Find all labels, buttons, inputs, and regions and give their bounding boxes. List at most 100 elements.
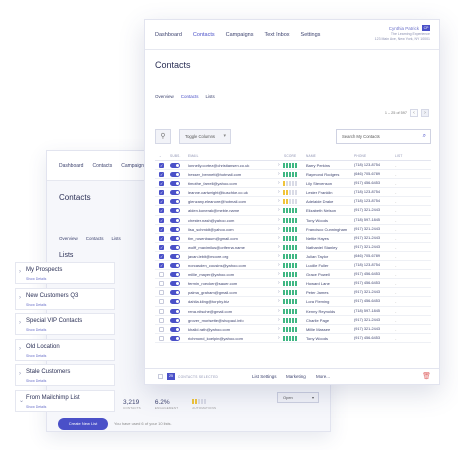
nav-link-dashboard[interactable]: Dashboard [59, 162, 84, 169]
contact-email[interactable]: norcasden_cousins@yahoo.com [188, 263, 247, 269]
contact-email[interactable]: millie_mayer@yahoo.com [188, 272, 235, 278]
subscription-toggle[interactable] [170, 308, 180, 314]
table-row[interactable]: khalid.rath@yahoo.com › Millie Massee (917)… [155, 325, 431, 334]
chevron-right-icon[interactable]: › [278, 334, 280, 341]
chevron-right-icon[interactable]: › [278, 162, 280, 168]
table-row[interactable]: ✓ hesser_bennett@hotmail.com › Raymond Rodg… [155, 170, 431, 180]
row-checkbox[interactable] [159, 272, 164, 278]
contact-email[interactable]: khalid.rath@yahoo.com [188, 326, 231, 332]
row-checkbox[interactable] [159, 290, 164, 296]
subscription-toggle[interactable] [170, 263, 180, 269]
tab-lists[interactable]: Lists [111, 236, 121, 241]
row-checkbox[interactable]: ✓ [159, 226, 164, 232]
subscription-toggle[interactable] [170, 253, 180, 259]
contact-email[interactable]: chester.nash@yahoo.com [188, 217, 235, 223]
show-details-link[interactable]: Show Details [26, 303, 47, 307]
show-details-link[interactable]: Show Details [26, 379, 47, 383]
table-row[interactable]: ✓ leanne.cartwright@kuschke.co.uk › Lester … [155, 188, 431, 198]
contact-email[interactable]: fermin_roecker@sauer.com [188, 281, 238, 287]
show-details-link[interactable]: Show Details [26, 277, 47, 281]
table-row[interactable]: palma_graham@gmail.com › Peter James (917) … [155, 288, 431, 298]
tab-lists[interactable]: Lists [205, 94, 215, 99]
list-card[interactable]: › Special VIP Contacts Show Details [15, 313, 115, 335]
nav-link-contacts[interactable]: Contacts [192, 31, 215, 38]
row-checkbox[interactable]: ✓ [159, 217, 164, 223]
list-settings-button[interactable]: List Settings [252, 374, 277, 379]
subscription-toggle[interactable] [170, 217, 180, 223]
subscription-toggle[interactable] [170, 208, 180, 214]
list-card[interactable]: ⌄ From Mailchimp List Show Details [15, 390, 115, 412]
user-account[interactable]: Cynthia Patrick CP The Learning Experien… [375, 25, 430, 41]
chevron-right-icon[interactable]: › [278, 189, 280, 196]
show-details-link[interactable]: Show Details [26, 354, 47, 358]
add-contact-button[interactable]: ⚲ [155, 129, 171, 144]
subscription-toggle[interactable] [170, 335, 180, 341]
row-checkbox[interactable] [159, 308, 164, 314]
table-row[interactable]: rena.nitsche@gmail.com › Kenny Reynolds (71… [155, 307, 431, 316]
column-header-phone[interactable]: PHONE [354, 154, 367, 158]
table-row[interactable]: ✓ javan.lebit@moore.org › Julian Taylor (646… [155, 252, 431, 262]
list-card[interactable]: › Old Location Show Details [15, 339, 115, 361]
list-card[interactable]: › My Prospects Show Details [15, 262, 115, 284]
subscription-toggle[interactable] [170, 326, 180, 332]
contact-email[interactable]: lisa_schmidt@yahoo.com [188, 226, 234, 232]
row-checkbox[interactable] [159, 335, 164, 341]
contact-email[interactable]: timothe_farrell@yahoo.com [188, 181, 237, 187]
subscription-toggle[interactable] [170, 317, 180, 323]
chevron-right-icon[interactable]: › [278, 207, 280, 214]
chevron-right-icon[interactable]: › [278, 307, 280, 314]
contact-email[interactable]: javan.lebit@moore.org [188, 253, 229, 259]
row-checkbox[interactable] [159, 281, 164, 287]
contact-email[interactable]: wolff_maximilus@oriferna.name [188, 244, 245, 250]
contact-email[interactable]: palma_graham@gmail.com [188, 290, 237, 296]
marketing-button[interactable]: Marketing [286, 374, 306, 379]
next-page-button[interactable]: › [421, 109, 429, 117]
chevron-right-icon[interactable]: › [278, 289, 280, 296]
table-row[interactable]: ✓ alden.konerak@mebie.name › Elizabeth Nels… [155, 206, 431, 216]
open-list-button[interactable]: Open ▾ [277, 392, 319, 403]
column-header-subs[interactable]: SUBS. [170, 154, 181, 158]
subscription-toggle[interactable] [170, 281, 180, 287]
tab-overview[interactable]: Overview [155, 94, 174, 99]
select-all-chevron-icon[interactable]: ⌄ [159, 154, 162, 158]
chevron-right-icon[interactable]: › [278, 298, 280, 305]
table-row[interactable]: ✓ lonnelly.cortez@christiansen.co.uk › Barr… [155, 161, 431, 171]
row-checkbox[interactable]: ✓ [159, 181, 164, 187]
subscription-toggle[interactable] [170, 290, 180, 296]
row-checkbox[interactable] [159, 299, 164, 305]
contact-email[interactable]: leanne.cartwright@kuschke.co.uk [188, 190, 248, 196]
search-input[interactable]: Search My Contacts ⌕ [336, 129, 431, 144]
nav-link-text-inbox[interactable]: Text Inbox [264, 31, 290, 38]
table-row[interactable]: richmond_koelpin@yahoo.com › Tony Woods (91… [155, 334, 431, 343]
nav-link-dashboard[interactable]: Dashboard [155, 31, 182, 38]
trash-icon[interactable]: 🗑 [422, 373, 431, 380]
table-row[interactable]: ✓ norcasden_cousins@yahoo.com › Lucille Ful… [155, 261, 431, 271]
chevron-right-icon[interactable]: › [278, 198, 280, 205]
chevron-right-icon[interactable]: › [278, 271, 280, 278]
chevron-right-icon[interactable]: › [278, 316, 280, 323]
row-checkbox[interactable]: ✓ [159, 199, 164, 205]
column-header-name[interactable]: NAME [306, 154, 317, 158]
table-row[interactable]: fermin_roecker@sauer.com › Howard Lane (917… [155, 279, 431, 289]
chevron-right-icon[interactable]: › [278, 243, 280, 250]
subscription-toggle[interactable] [170, 272, 180, 278]
toggle-columns-dropdown[interactable]: Toggle Columns ▾ [179, 129, 231, 144]
subscription-toggle[interactable] [170, 244, 180, 250]
chevron-right-icon[interactable]: › [278, 225, 280, 232]
row-checkbox[interactable] [159, 317, 164, 323]
create-new-list-button[interactable]: Create New List [58, 418, 108, 430]
list-card[interactable]: › Stale Customers Show Details [15, 364, 115, 386]
row-checkbox[interactable]: ✓ [159, 244, 164, 250]
contact-email[interactable]: lonnelly.cortez@christiansen.co.uk [188, 163, 250, 168]
row-checkbox[interactable]: ✓ [159, 172, 164, 178]
table-row[interactable]: ✓ lisa_schmidt@yahoo.com › Francisco Cunnin… [155, 225, 431, 234]
table-row[interactable]: dahlia.kling@torphy.biz › Lora Fleming (917… [155, 297, 431, 307]
row-checkbox[interactable]: ✓ [159, 163, 164, 168]
show-details-link[interactable]: Show Details [26, 405, 47, 409]
column-header-email[interactable]: EMAIL [188, 154, 199, 158]
contact-email[interactable]: glenzany.eleanore@hotmail.com [188, 199, 247, 205]
bulk-select-checkbox[interactable] [158, 374, 163, 379]
chevron-right-icon[interactable]: › [278, 171, 280, 178]
subscription-toggle[interactable] [170, 199, 180, 205]
subscription-toggle[interactable] [170, 299, 180, 305]
